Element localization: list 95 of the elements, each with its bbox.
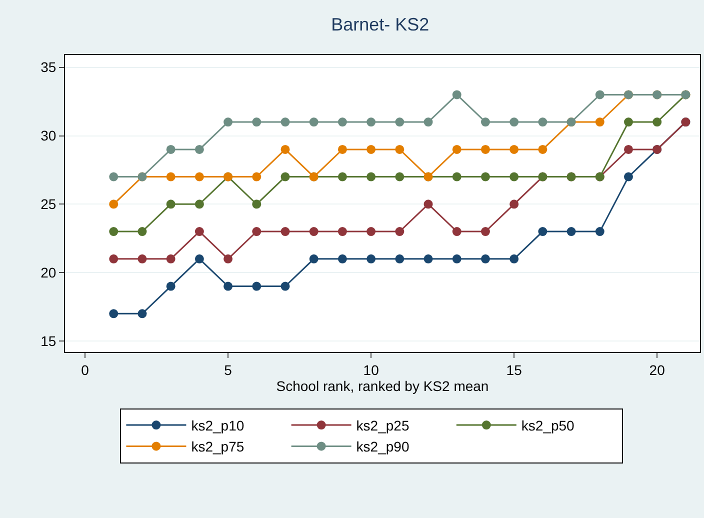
point [224,282,233,291]
point [109,200,118,209]
point [280,172,290,182]
point [166,200,176,209]
chart-title: Barnet- KS2 [331,14,430,35]
point [138,254,147,264]
point [338,254,347,264]
point [194,200,204,209]
point [366,118,376,127]
point [252,200,262,209]
point [480,118,490,127]
point [595,227,604,236]
point [109,172,118,182]
point [595,90,604,100]
point [366,172,376,182]
point [309,118,318,127]
x-tick-label: 0 [81,362,90,378]
point [338,227,347,236]
point [510,172,519,182]
x-tick-label: 20 [649,362,666,378]
point [566,227,576,236]
point [280,227,290,236]
point [338,118,347,127]
point [452,90,462,100]
legend-label: ks2_p75 [191,438,244,455]
y-tick-label: 25 [40,196,56,212]
point [366,144,376,154]
point [194,227,204,236]
point [424,254,433,264]
point [138,227,147,236]
point [624,144,633,154]
point [166,282,176,291]
point [252,282,262,291]
y-tick-label: 20 [40,264,56,281]
point [280,118,290,127]
point [194,172,204,182]
x-tick-label: 10 [363,362,380,378]
point [194,144,204,154]
point [480,172,490,182]
point [452,172,462,182]
x-tick-label: 15 [506,362,522,378]
point [595,118,604,127]
y-tick-label: 35 [40,59,56,76]
point [424,200,433,209]
legend-label: ks2_p10 [191,417,244,434]
point [109,309,118,318]
point [510,118,519,127]
point [280,144,290,154]
point [510,254,519,264]
point [224,118,233,127]
point [395,254,404,264]
point [252,118,262,127]
point [538,118,548,127]
point [109,227,118,236]
point [510,200,519,209]
legend-label: ks2_p25 [356,417,410,434]
x-tick-label: 5 [224,362,232,378]
point [452,144,462,154]
point [395,172,404,182]
point [480,227,490,236]
point [366,254,376,264]
point [480,144,490,154]
point [309,254,318,264]
point [538,144,548,154]
point [395,227,404,236]
y-tick-label: 15 [40,332,56,349]
point [338,144,347,154]
x-axis-title: School rank, ranked by KS2 mean [276,378,489,394]
legend-label: ks2_p50 [521,417,575,434]
point [309,227,318,236]
point [538,227,548,236]
point [452,227,462,236]
point [138,309,147,318]
point [395,144,404,154]
point [452,254,462,264]
point [166,144,176,154]
point [224,254,233,264]
point [424,118,433,127]
point [280,282,290,291]
point [510,144,519,154]
legend-label: ks2_p90 [356,438,410,455]
point [252,172,262,182]
point [624,172,633,182]
point [252,227,262,236]
point [166,172,176,182]
point [480,254,490,264]
point [652,118,662,127]
point [338,172,347,182]
point [194,254,204,264]
point [166,254,176,264]
y-tick-label: 30 [40,128,56,144]
point [395,118,404,127]
point [624,118,633,127]
point [109,254,118,264]
point [366,227,376,236]
